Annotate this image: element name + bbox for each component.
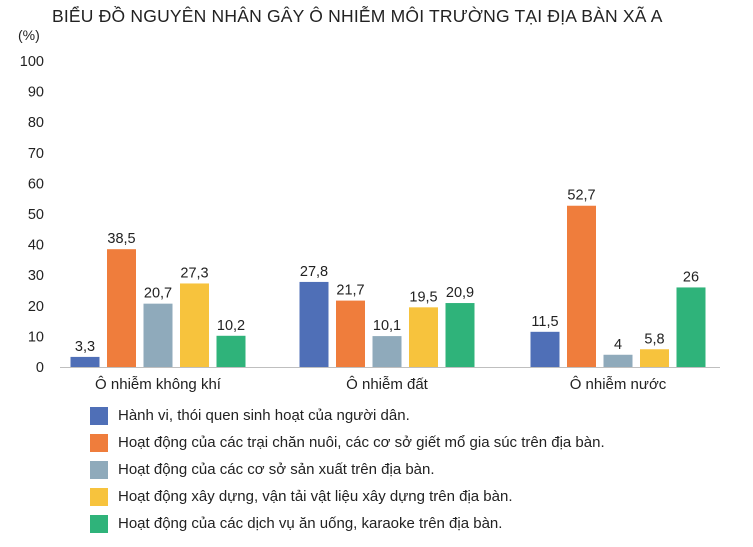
legend-swatch	[90, 406, 108, 425]
data-label: 20,9	[446, 285, 474, 301]
x-category-label: Ô nhiễm không khí	[95, 376, 222, 393]
data-label: 4	[614, 337, 622, 353]
y-tick-label: 60	[28, 176, 44, 192]
chart-title: BIỂU ĐỒ NGUYÊN NHÂN GÂY Ô NHIỄM MÔI TRƯỜ…	[52, 6, 663, 26]
y-tick-label: 80	[28, 115, 44, 131]
y-tick-label: 30	[28, 268, 44, 284]
bar	[567, 205, 596, 367]
y-tick-label: 0	[36, 360, 44, 376]
y-tick-label: 50	[28, 207, 44, 223]
y-tick-label: 90	[28, 85, 44, 101]
data-label: 26	[683, 269, 699, 285]
bar	[107, 249, 136, 367]
bar	[603, 354, 633, 367]
data-label: 52,7	[567, 188, 595, 204]
data-label: 10,2	[217, 318, 245, 334]
legend-swatch	[90, 514, 108, 533]
legend-label: Hoạt động của các trại chăn nuôi, các cơ…	[118, 434, 605, 451]
legend-label: Hành vi, thói quen sinh hoạt của người d…	[118, 407, 410, 424]
legend-label: Hoạt động của các dịch vụ ăn uống, karao…	[118, 515, 503, 532]
bar	[180, 283, 209, 367]
y-tick-label: 70	[28, 146, 44, 162]
x-category-label: Ô nhiễm nước	[570, 376, 667, 393]
x-category-label: Ô nhiễm đất	[346, 376, 429, 393]
data-label: 27,3	[180, 265, 208, 281]
legend-item: Hoạt động của các cơ sở sản xuất trên đị…	[90, 456, 605, 483]
data-label: 3,3	[75, 339, 95, 355]
data-label: 38,5	[107, 231, 135, 247]
y-tick-label: 100	[20, 54, 44, 70]
bar	[299, 281, 329, 367]
bar	[70, 356, 100, 367]
bar	[216, 335, 246, 367]
data-label: 10,1	[373, 318, 401, 334]
bar	[143, 303, 173, 367]
bar	[372, 336, 402, 367]
y-tick-label: 40	[28, 238, 44, 254]
legend-item: Hoạt động xây dựng, vận tải vật liệu xây…	[90, 483, 605, 510]
data-label: 19,5	[409, 289, 437, 305]
bar	[336, 300, 365, 367]
legend-label: Hoạt động của các cơ sở sản xuất trên đị…	[118, 461, 435, 478]
bar	[409, 307, 438, 367]
legend-item: Hoạt động của các dịch vụ ăn uống, karao…	[90, 510, 605, 537]
y-tick-label: 20	[28, 299, 44, 315]
y-tick-label: 10	[28, 329, 44, 345]
data-label: 21,7	[336, 283, 364, 299]
data-label: 20,7	[144, 286, 172, 302]
chart-plot: (%) 0 10 20 30 40 50 60 70 80 90 100 3,3 38,5 20,7 27,3…	[18, 27, 720, 393]
legend-item: Hoạt động của các trại chăn nuôi, các cơ…	[90, 429, 605, 456]
data-label: 27,8	[300, 264, 328, 280]
legend-swatch	[90, 460, 108, 479]
data-label: 5,8	[644, 331, 664, 347]
y-axis-label: (%)	[18, 27, 40, 43]
legend-item: Hành vi, thói quen sinh hoạt của người d…	[90, 402, 605, 429]
bar	[445, 303, 475, 367]
legend-swatch	[90, 487, 108, 506]
legend-label: Hoạt động xây dựng, vận tải vật liệu xây…	[118, 488, 513, 505]
bar	[640, 349, 669, 367]
legend-swatch	[90, 433, 108, 452]
data-label: 11,5	[531, 314, 558, 330]
chart-legend: Hành vi, thói quen sinh hoạt của người d…	[90, 402, 605, 537]
bar	[530, 331, 560, 367]
bar	[676, 287, 706, 367]
